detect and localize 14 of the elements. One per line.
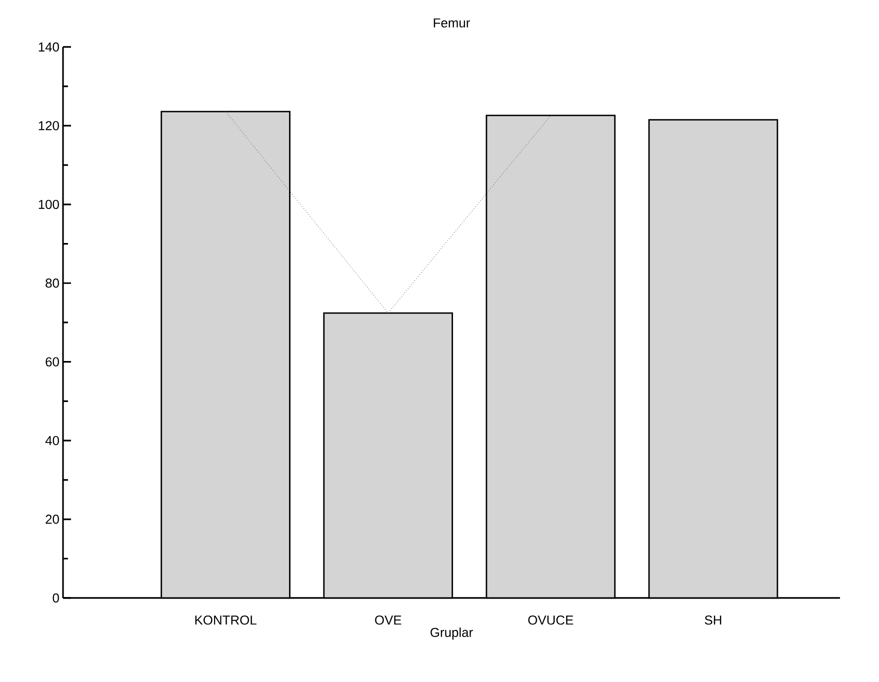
x-tick-label: OVE: [375, 616, 402, 625]
y-tick-label: 40: [45, 436, 59, 446]
y-tick-label: 0: [52, 593, 59, 603]
x-tick-label: KONTROL: [195, 616, 256, 625]
y-tick-label: 60: [46, 357, 59, 366]
y-tick-label: 20: [46, 514, 59, 524]
chart-title: Femur: [434, 18, 470, 28]
x-tick-label: OVUCE: [528, 616, 574, 625]
y-tick-label: 140: [38, 42, 59, 52]
x-axis-title: Gruplar: [430, 628, 473, 640]
y-tick-label: 100: [38, 200, 59, 209]
y-tick-label: 120: [38, 121, 59, 130]
y-tick-label: 80: [46, 278, 59, 288]
x-tick-label: SH: [704, 616, 722, 625]
